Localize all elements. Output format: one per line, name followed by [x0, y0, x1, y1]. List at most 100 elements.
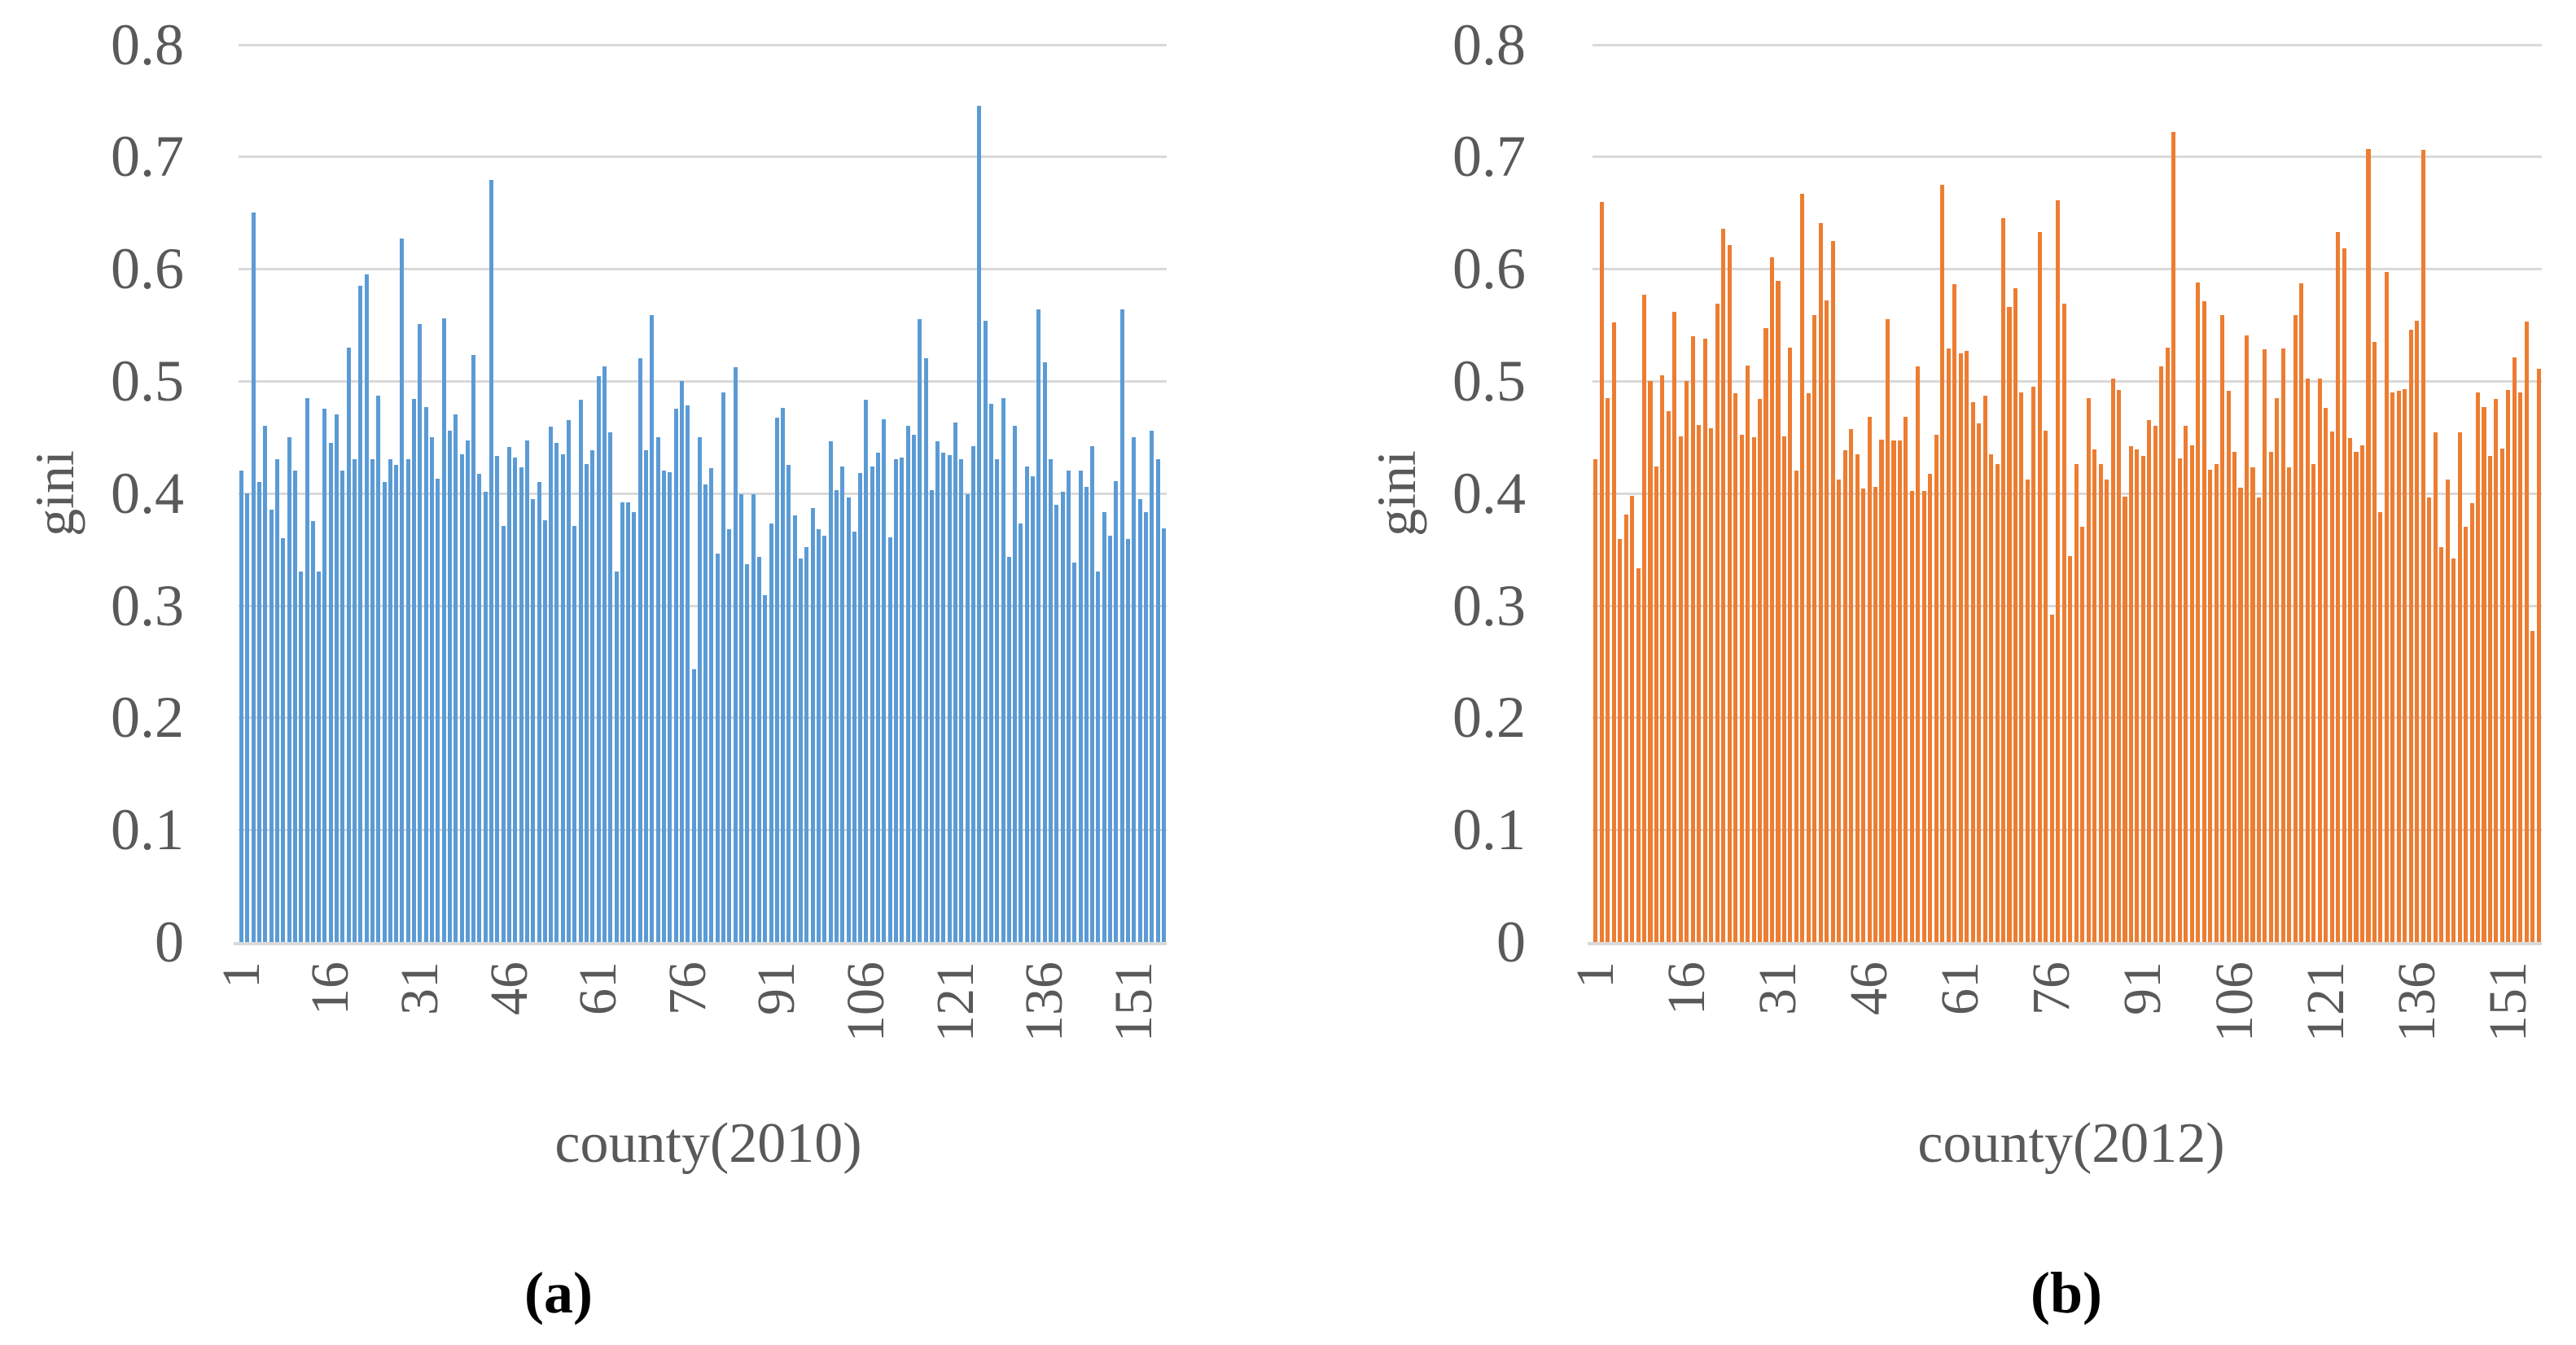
bar	[864, 400, 869, 942]
bar	[614, 572, 619, 942]
y-axis-title: gini	[24, 449, 85, 537]
gridline	[239, 492, 1167, 495]
bar	[1072, 563, 1077, 942]
bar	[2275, 397, 2280, 942]
bar	[959, 459, 964, 942]
gridline	[239, 716, 1167, 720]
bar	[1006, 557, 1011, 942]
bar	[2263, 349, 2267, 942]
caption-a: (a)	[524, 1260, 593, 1325]
bar	[655, 436, 660, 942]
bar	[1024, 466, 1029, 942]
y-axis-tick: 0.7	[111, 124, 184, 190]
y-axis-tick: 0.7	[1452, 124, 1526, 190]
bar	[507, 447, 511, 942]
x-axis-tick: 46	[479, 962, 539, 1015]
bar	[1794, 471, 1798, 942]
bar	[1940, 184, 1945, 942]
gridline	[239, 43, 1167, 46]
bar	[840, 466, 845, 942]
bar	[1879, 439, 1884, 942]
bar	[2494, 399, 2499, 942]
bar	[2031, 386, 2036, 942]
bar	[1019, 524, 1023, 942]
bar	[2348, 438, 2353, 942]
y-axis-tick: 0.5	[111, 348, 184, 414]
bar	[2536, 368, 2541, 942]
bar	[2427, 497, 2432, 942]
bar	[1958, 353, 1963, 942]
bar	[2451, 558, 2456, 942]
bar	[2354, 451, 2359, 942]
bar	[2177, 458, 2182, 942]
bar	[751, 494, 756, 942]
bar	[929, 489, 934, 942]
bar	[870, 466, 874, 942]
bar	[1618, 539, 1623, 942]
x-axis-tick: 16	[300, 962, 361, 1015]
bar	[977, 106, 982, 942]
y-axis-tick: 0.4	[1452, 460, 1526, 526]
y-axis-tick: 0.1	[1452, 797, 1526, 863]
bar	[2487, 456, 2492, 942]
bar	[2512, 357, 2517, 942]
x-axis-tick: 106	[2204, 962, 2264, 1042]
bar	[501, 525, 506, 942]
x-axis-tick: 31	[389, 962, 449, 1015]
bar	[691, 669, 696, 942]
bar	[346, 347, 351, 942]
bar	[1066, 471, 1071, 942]
bar	[769, 524, 773, 942]
bar	[709, 468, 714, 942]
y-axis-tick: 0.8	[1452, 11, 1526, 77]
gridline	[239, 604, 1167, 607]
bar	[2153, 426, 2158, 942]
bar	[727, 528, 732, 942]
bar	[1818, 222, 1823, 942]
bar	[1715, 303, 1720, 942]
bar	[370, 459, 375, 942]
bar	[2475, 392, 2481, 942]
x-axis-tick: 91	[747, 962, 807, 1015]
bar	[2013, 287, 2017, 942]
bar	[263, 426, 268, 942]
bar	[1108, 536, 1113, 942]
bar	[2110, 379, 2115, 942]
x-axis-tick: 1	[211, 962, 271, 988]
bar	[1934, 435, 1939, 942]
gridline	[239, 156, 1167, 159]
bar	[567, 420, 572, 942]
y-axis-tick: 0.2	[111, 685, 184, 751]
y-axis-tick: 0.5	[1452, 348, 1526, 414]
bar	[1855, 453, 1860, 942]
bar	[1090, 445, 1095, 942]
bar	[1042, 361, 1047, 942]
bar	[2506, 390, 2511, 942]
x-axis-tick: 76	[657, 962, 717, 1015]
bar	[1751, 436, 1756, 942]
bar	[436, 478, 440, 942]
bar	[1965, 350, 1969, 942]
x-axis-line	[1588, 942, 2542, 945]
bar	[447, 430, 452, 942]
bar	[471, 355, 476, 942]
bar	[620, 502, 624, 942]
bar	[1132, 436, 1137, 942]
bar	[2135, 449, 2140, 942]
bar	[1702, 338, 1707, 942]
bar	[918, 319, 922, 942]
bar	[721, 392, 726, 942]
bar	[662, 471, 666, 942]
bar	[947, 454, 952, 942]
bar	[2080, 527, 2085, 942]
bar	[1897, 440, 1902, 942]
bar	[441, 318, 446, 942]
bar	[2244, 335, 2250, 942]
bar	[673, 409, 678, 942]
bar	[2482, 406, 2486, 942]
bar	[2336, 231, 2341, 942]
y-axis-tick: 0.3	[1452, 572, 1526, 638]
bar	[537, 482, 541, 942]
bar	[679, 381, 684, 942]
bar	[1776, 281, 1781, 942]
